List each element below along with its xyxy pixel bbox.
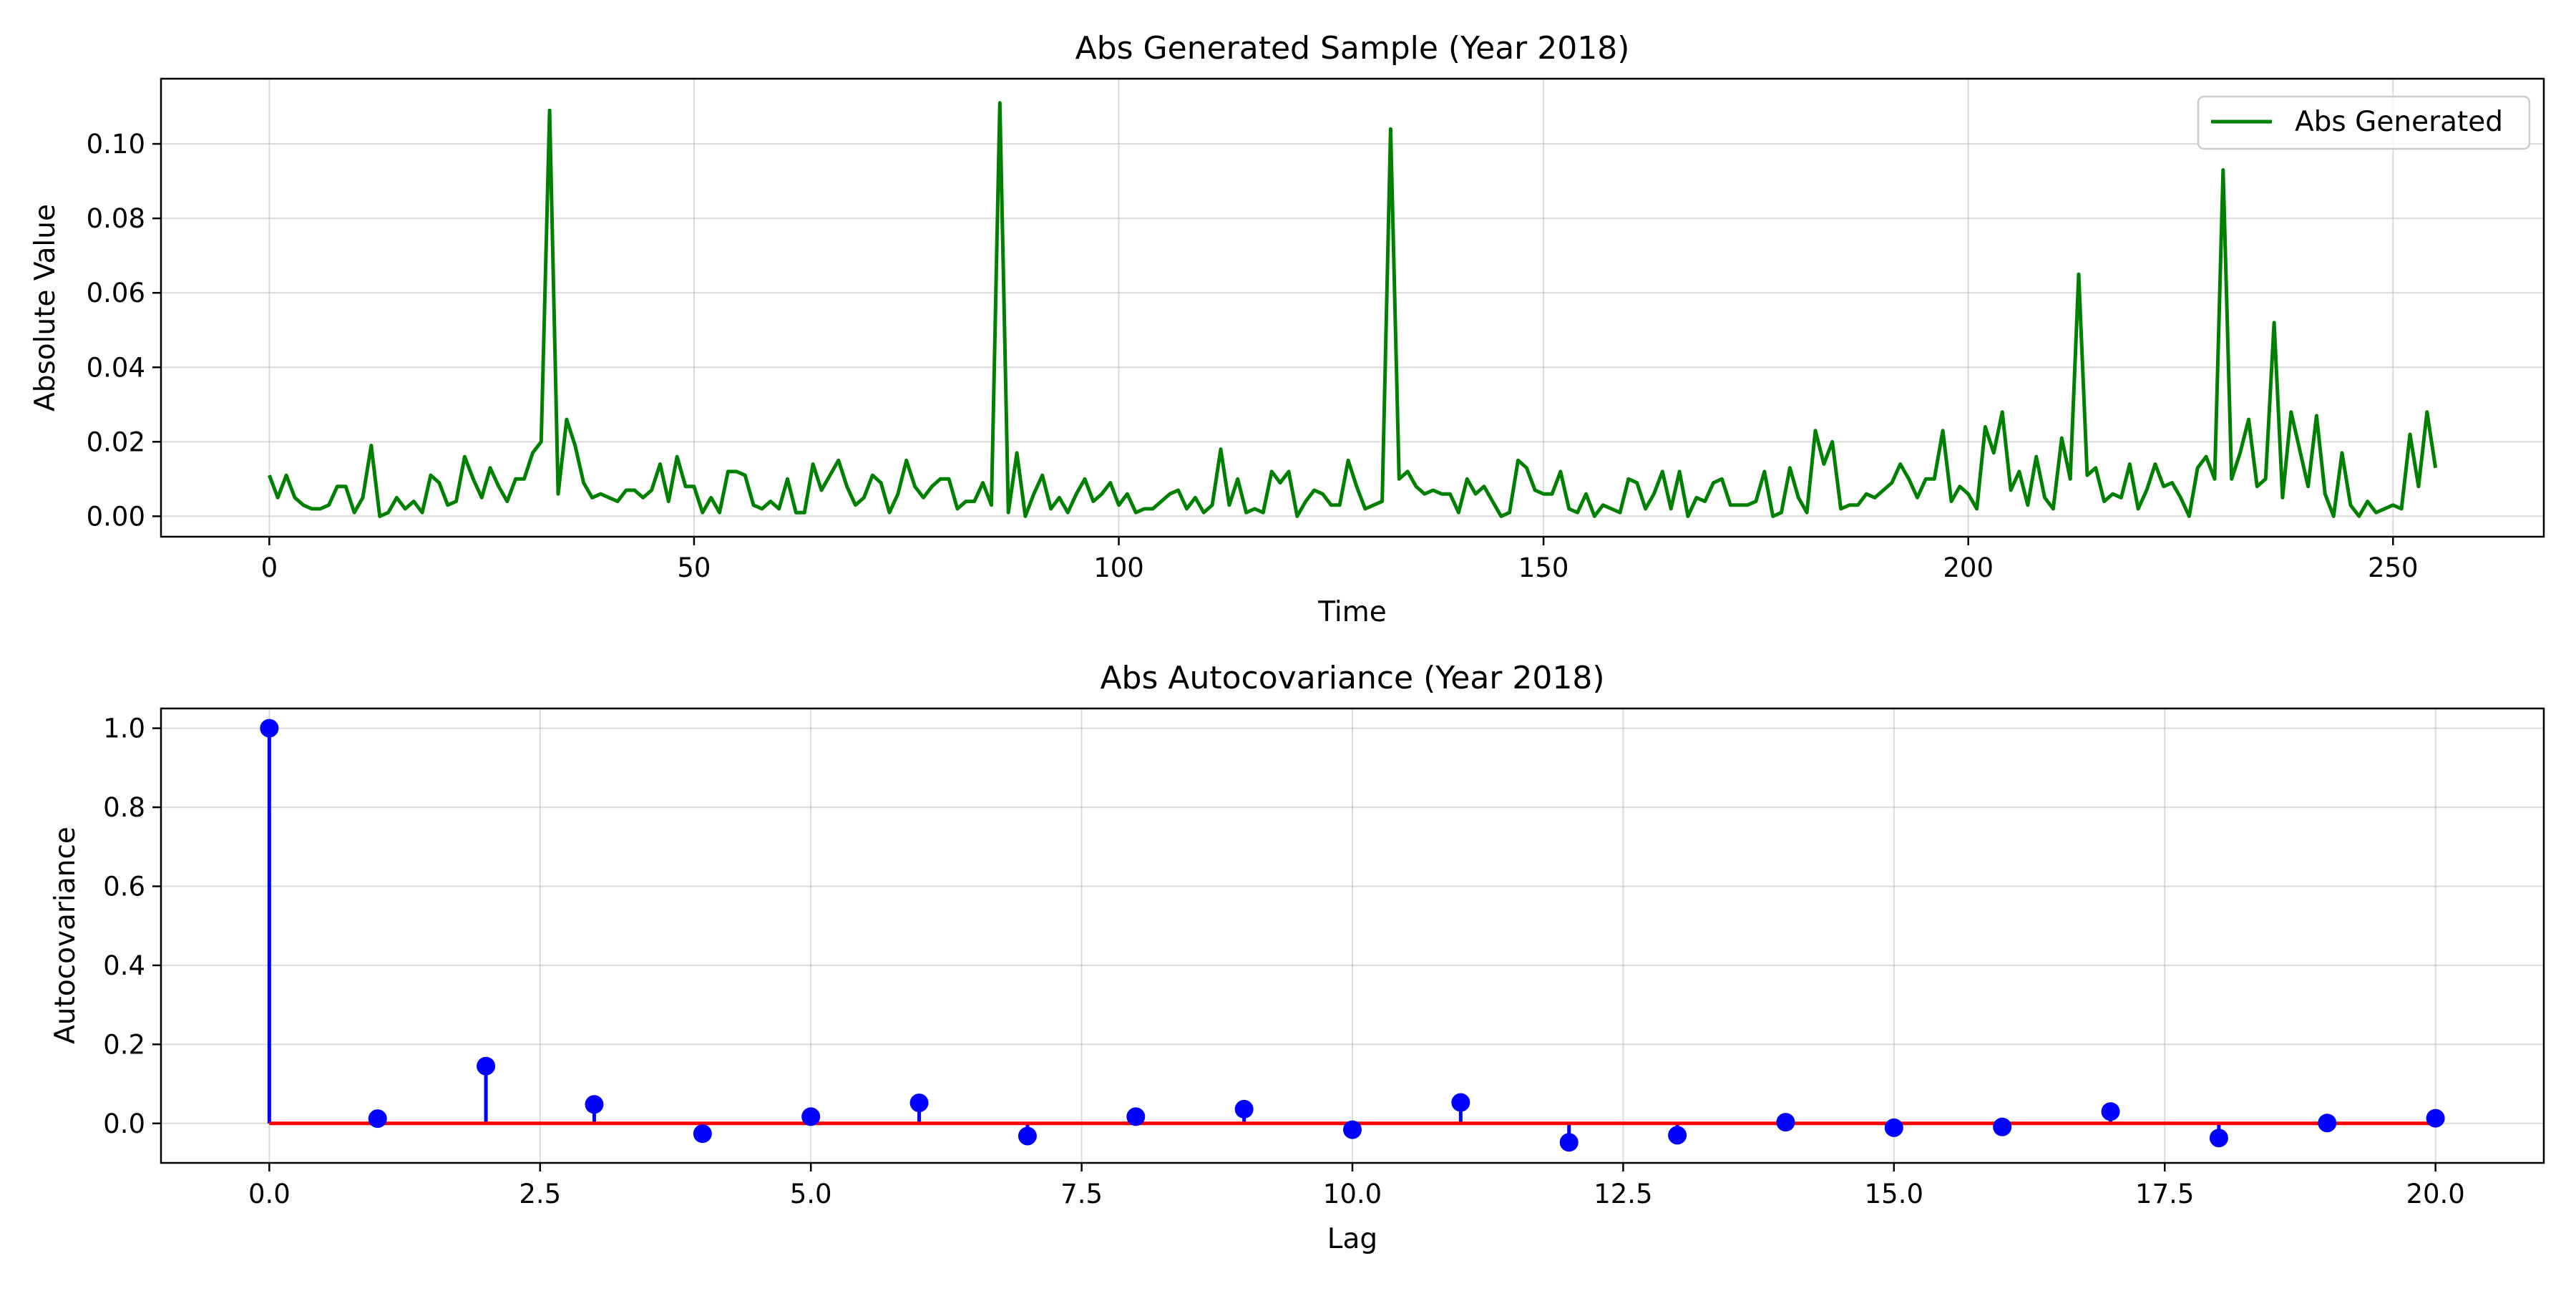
bottom-chart-title: Abs Autocovariance (Year 2018) xyxy=(1100,660,1604,696)
stem-marker xyxy=(1884,1118,1903,1137)
top-x-tick-label: 0 xyxy=(261,552,278,583)
bottom-x-tick-label: 17.5 xyxy=(2135,1179,2194,1209)
top-y-tick-label: 0.00 xyxy=(87,501,145,532)
stem-marker xyxy=(1993,1117,2012,1136)
bottom-y-tick-label: 0.0 xyxy=(103,1109,145,1139)
top-x-tick-label: 200 xyxy=(1943,552,1994,583)
stem-marker xyxy=(2318,1114,2337,1133)
stem-marker xyxy=(1126,1107,1146,1126)
top-series xyxy=(268,101,2438,518)
top-x-tick-label: 50 xyxy=(677,552,711,583)
bottom-x-tick-label: 7.5 xyxy=(1060,1179,1103,1209)
stem-marker xyxy=(909,1093,929,1113)
stem-marker xyxy=(368,1109,387,1129)
stem-marker xyxy=(585,1095,604,1114)
series-line-abs-generated xyxy=(268,101,2438,518)
top-y-tick-label: 0.06 xyxy=(87,278,145,308)
stem-marker xyxy=(2426,1109,2445,1128)
stem-marker xyxy=(1776,1113,1795,1132)
stem-marker xyxy=(2209,1129,2228,1148)
bottom-chart: 0.0 2.5 5.0 7.5 10.0 12.5 15.0 17.5 20.0 0.0 0.2 0.… xyxy=(49,660,2545,1255)
bottom-x-axis-label: Lag xyxy=(1327,1223,1377,1255)
bottom-x-tick-label: 15.0 xyxy=(1865,1179,1923,1209)
bottom-ticks: 0.0 2.5 5.0 7.5 10.0 12.5 15.0 17.5 20.0 0.0 0.2 0.… xyxy=(103,713,2465,1209)
stem-marker xyxy=(260,718,279,738)
top-x-tick-label: 250 xyxy=(2368,552,2419,583)
top-chart-title: Abs Generated Sample (Year 2018) xyxy=(1075,30,1630,67)
top-ticks: 0 50 100 150 200 250 0.00 0.02 0.04 0.06 0.08 0.10 xyxy=(87,129,2419,583)
top-x-tick-label: 150 xyxy=(1518,552,1569,583)
top-grid xyxy=(161,79,2544,537)
stem-marker xyxy=(477,1056,496,1076)
top-chart: 0 50 100 150 200 2500.000.020.040.060.080.10 … xyxy=(29,30,2545,628)
bottom-y-axis-label: Autocovariance xyxy=(49,827,82,1044)
legend-label: Abs Generated xyxy=(2295,106,2503,138)
top-x-axis-label: Time xyxy=(1317,596,1386,628)
legend-box xyxy=(2197,95,2531,150)
stem-marker xyxy=(1343,1120,1362,1139)
bottom-grid xyxy=(161,708,2544,1163)
bottom-stems xyxy=(260,718,2445,1152)
top-y-tick-label: 0.04 xyxy=(87,352,145,383)
stem-marker xyxy=(1018,1126,1037,1146)
stem-marker xyxy=(693,1124,712,1144)
bottom-y-tick-label: 0.6 xyxy=(103,871,145,902)
stem-marker xyxy=(801,1107,821,1126)
stem-marker xyxy=(1451,1093,1470,1112)
top-axes-frame xyxy=(160,77,2545,538)
bottom-x-tick-label: 5.0 xyxy=(790,1179,832,1209)
top-x-tick-label: 100 xyxy=(1093,552,1144,583)
bottom-x-tick-label: 12.5 xyxy=(1594,1179,1652,1209)
stem-marker xyxy=(1668,1126,1687,1145)
bottom-x-tick-label: 2.5 xyxy=(519,1179,561,1209)
top-y-tick-label: 0.08 xyxy=(87,203,145,234)
bottom-y-tick-label: 0.4 xyxy=(103,950,145,981)
stem-marker xyxy=(1559,1133,1579,1152)
bottom-y-tick-label: 1.0 xyxy=(103,713,145,744)
bottom-y-tick-label: 0.2 xyxy=(103,1029,145,1060)
top-y-tick-label: 0.10 xyxy=(87,129,145,160)
stem-marker xyxy=(2101,1102,2120,1121)
bottom-y-tick-label: 0.8 xyxy=(103,792,145,823)
stem-marker xyxy=(1234,1099,1254,1119)
top-y-axis-label: Absolute Value xyxy=(29,204,62,411)
top-legend: Abs Generated xyxy=(2197,95,2531,150)
bottom-x-tick-label: 20.0 xyxy=(2406,1179,2464,1209)
bottom-x-tick-label: 0.0 xyxy=(248,1179,291,1209)
bottom-x-tick-label: 10.0 xyxy=(1323,1179,1382,1209)
top-y-tick-label: 0.02 xyxy=(87,427,145,457)
